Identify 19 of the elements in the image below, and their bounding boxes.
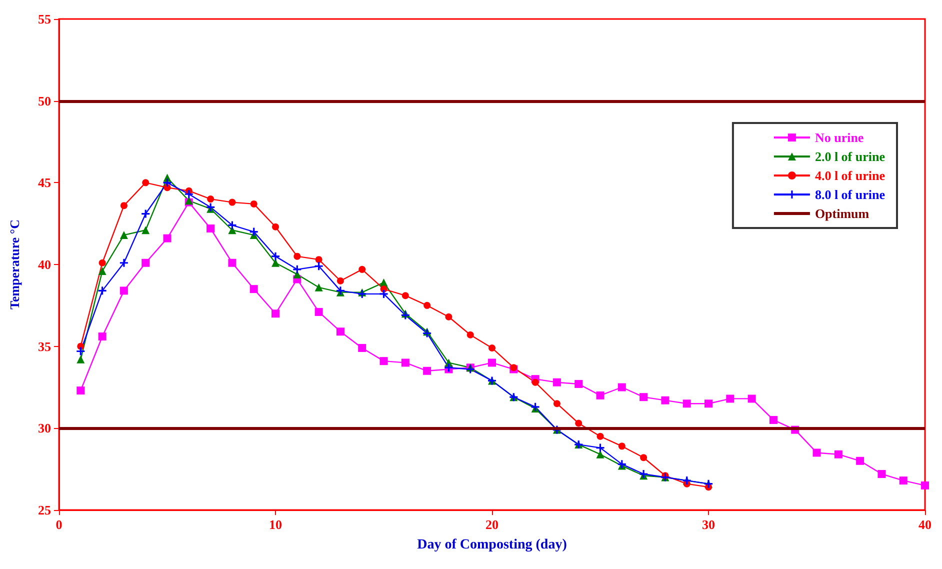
y-tick-label: 50 [38,93,51,108]
legend-label: Optimum [814,206,870,221]
y-tick-label: 35 [38,338,52,354]
x-tick-label: 10 [269,517,282,532]
legend-label: 4.0 l of urine [814,168,886,183]
x-tick-label: 40 [918,517,932,532]
legend-label: 2.0 l of urine [814,149,886,164]
x-tick-label: 20 [486,517,498,532]
y-tick-label: 55 [38,12,52,26]
legend-label: 8.0 l of urine [814,187,886,202]
x-tick-label: 30 [702,517,715,532]
y-tick-label: 30 [38,420,51,436]
y-tick-label: 25 [38,502,52,518]
x-axis-title: Day of Composting (day) [417,538,568,552]
y-tick-label: 40 [38,257,51,272]
y-tick-label: 45 [38,175,52,190]
y-axis-title: Temperature °C [7,219,22,310]
x-tick-label: 0 [56,517,62,532]
legend-label: No urine [814,130,864,145]
